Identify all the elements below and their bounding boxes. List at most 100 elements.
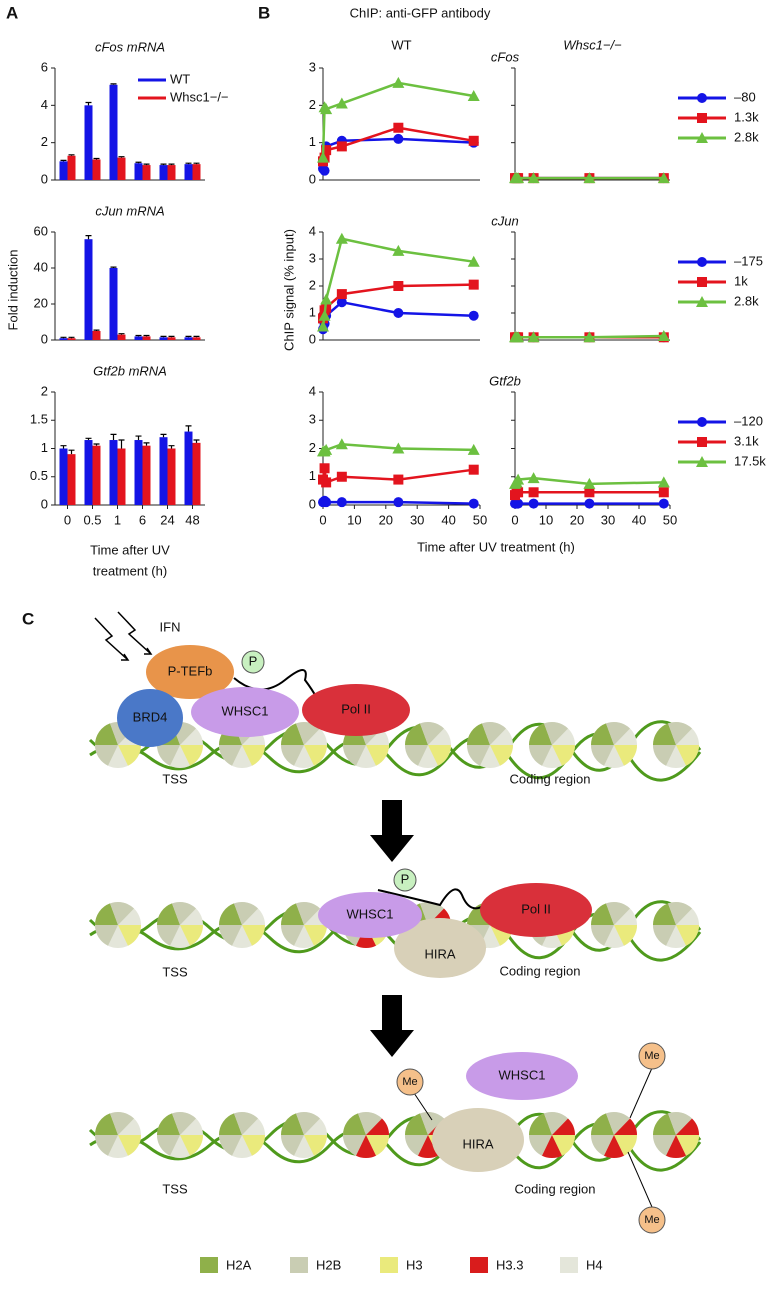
marker xyxy=(321,145,332,156)
bar xyxy=(109,440,118,505)
bar xyxy=(184,164,193,180)
tss-label: TSS xyxy=(162,964,188,979)
y-tick-label: 2 xyxy=(41,383,48,398)
marker xyxy=(657,476,670,488)
y-tick-label: 3 xyxy=(309,250,316,265)
y-tick-label: 0 xyxy=(309,331,316,346)
error-bar xyxy=(193,162,200,165)
y-tick-label: 60 xyxy=(34,223,48,238)
bar xyxy=(67,454,76,505)
bar xyxy=(142,336,151,340)
chart-title: cFos mRNA xyxy=(95,39,165,54)
marker xyxy=(393,133,404,144)
panel-label: C xyxy=(22,609,34,628)
bar xyxy=(134,336,143,340)
stage-2: P WHSC1 Pol II HIRA TSS Coding region xyxy=(88,868,702,979)
marker xyxy=(697,417,707,427)
marker xyxy=(335,438,348,450)
error-bar xyxy=(68,449,75,455)
methyl-label: Me xyxy=(644,1214,659,1226)
error-bar xyxy=(185,425,192,432)
methyl-label: Me xyxy=(644,1050,659,1062)
error-bar xyxy=(143,334,150,337)
marker xyxy=(584,487,595,498)
chart-title: Gtf2b xyxy=(489,373,521,388)
protein-label: Pol II xyxy=(341,701,371,716)
x-tick-label: 10 xyxy=(539,512,553,527)
error-bar xyxy=(110,433,117,441)
y-tick-label: 1 xyxy=(309,468,316,483)
error-bar xyxy=(168,335,175,338)
protein-label: WHSC1 xyxy=(347,906,394,921)
chart-title: cFos xyxy=(491,49,520,64)
protein-label: HIRA xyxy=(462,1136,493,1151)
y-tick-label: 0 xyxy=(41,331,48,346)
marker xyxy=(467,90,480,101)
protein-label: WHSC1 xyxy=(222,703,269,718)
marker xyxy=(512,172,525,184)
arrow xyxy=(370,995,414,1057)
methyl-label: Me xyxy=(402,1076,417,1088)
marker xyxy=(513,498,524,509)
y-tick-label: 0 xyxy=(309,496,316,511)
panel-label: B xyxy=(258,3,270,22)
y-tick-label: 1.5 xyxy=(30,412,48,427)
error-bar xyxy=(185,335,192,338)
panel-title: Whsc1−/− xyxy=(563,37,622,52)
region-label: Coding region xyxy=(500,963,581,978)
legend-swatch xyxy=(200,1257,218,1273)
error-bar xyxy=(85,101,92,106)
y-tick-label: 0 xyxy=(41,496,48,511)
x-tick-label: 0.5 xyxy=(83,512,101,527)
marker xyxy=(512,473,525,485)
marker xyxy=(583,331,596,343)
bar xyxy=(67,338,76,340)
error-bar xyxy=(118,156,125,158)
bar xyxy=(84,440,93,505)
marker xyxy=(658,498,669,509)
marker xyxy=(393,308,404,318)
bar xyxy=(92,445,101,505)
y-tick-label: 2 xyxy=(309,97,316,112)
region-label: Coding region xyxy=(515,1181,596,1196)
y-axis-label: Fold induction xyxy=(5,250,20,331)
y-tick-label: 3 xyxy=(309,412,316,427)
marker xyxy=(317,320,329,332)
series-line xyxy=(321,81,474,158)
marker xyxy=(321,497,332,508)
error-bar xyxy=(135,161,142,164)
error-bar xyxy=(168,445,175,449)
error-bar xyxy=(60,159,67,162)
legend-label: H3 xyxy=(406,1257,423,1272)
marker xyxy=(584,498,595,509)
marker xyxy=(658,487,669,498)
error-bar xyxy=(93,443,100,446)
marker xyxy=(527,331,540,343)
error-bar xyxy=(60,336,67,339)
error-bar xyxy=(118,439,125,449)
error-bar xyxy=(193,335,200,338)
legend-label: WT xyxy=(170,71,190,86)
marker xyxy=(697,113,707,123)
phospho-label: P xyxy=(401,871,410,886)
protein-label: WHSC1 xyxy=(499,1067,546,1082)
phospho-label: P xyxy=(249,653,258,668)
marker xyxy=(657,329,670,341)
x-tick-label: 1 xyxy=(114,512,121,527)
x-tick-label: 24 xyxy=(160,512,174,527)
x-axis-label: Time after UV treatment (h) xyxy=(417,539,575,554)
x-tick-label: 0 xyxy=(511,512,518,527)
y-tick-label: 3 xyxy=(309,59,316,74)
marker xyxy=(527,172,540,184)
marker xyxy=(336,289,347,300)
x-tick-label: 30 xyxy=(410,512,424,527)
y-tick-label: 0.5 xyxy=(30,468,48,483)
marker xyxy=(467,443,480,455)
legend-label: H2A xyxy=(226,1257,252,1272)
legend-label: 3.1k xyxy=(734,433,759,448)
marker xyxy=(318,309,331,321)
arrow xyxy=(370,800,414,862)
error-bar xyxy=(85,235,92,240)
marker xyxy=(336,471,347,482)
